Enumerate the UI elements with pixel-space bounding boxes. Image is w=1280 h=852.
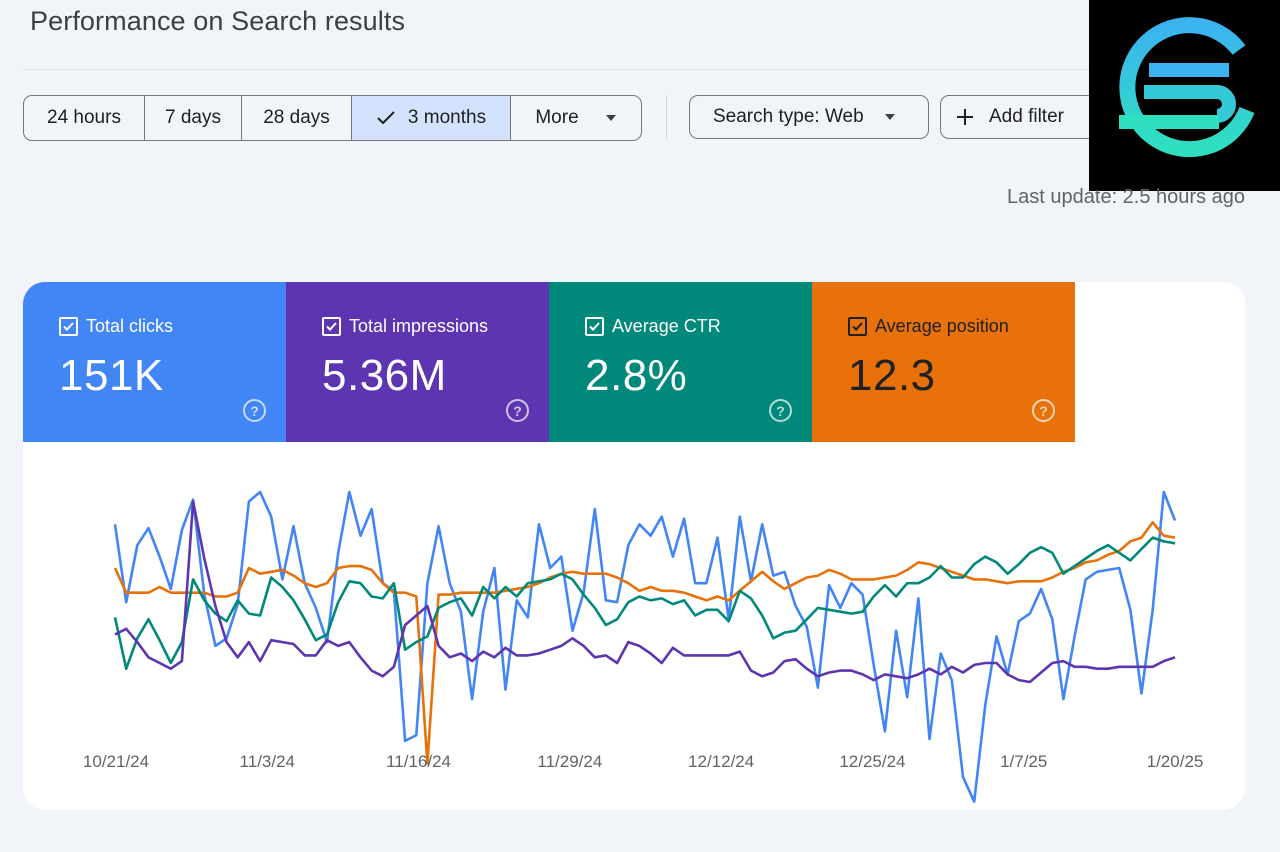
x-tick-label: 12/25/24 xyxy=(839,752,906,771)
search-type-label: Search type: Web xyxy=(713,106,864,127)
metric-tile-total-clicks[interactable]: Total clicks 151K ? xyxy=(23,282,286,442)
metric-label: Total clicks xyxy=(86,316,174,336)
page-title: Performance on Search results xyxy=(30,6,406,36)
metric-label-row: Total clicks xyxy=(59,316,286,337)
checkbox-icon[interactable] xyxy=(848,317,867,336)
caret-down-icon xyxy=(884,114,895,120)
metric-tile-average-ctr[interactable]: Average CTR 2.8% ? xyxy=(549,282,812,442)
x-tick-label: 12/12/24 xyxy=(688,752,755,771)
range-24-hours-button[interactable]: 24 hours xyxy=(24,96,145,140)
metric-value: 12.3 xyxy=(848,351,936,400)
metric-label-row: Total impressions xyxy=(322,316,549,337)
performance-card: Total clicks 151K ? Total impressions 5.… xyxy=(23,282,1245,810)
range-7-days-button[interactable]: 7 days xyxy=(145,96,242,140)
x-tick-label: 1/20/25 xyxy=(1146,752,1204,771)
metric-label-row: Average position xyxy=(848,316,1075,337)
x-tick-label: 10/21/24 xyxy=(82,752,150,771)
series-line-total-impressions xyxy=(114,500,1176,684)
brand-logo-icon xyxy=(1089,0,1280,191)
checkbox-icon[interactable] xyxy=(322,317,341,336)
metric-value: 151K xyxy=(59,351,164,400)
range-label: 24 hours xyxy=(47,107,121,128)
plus-icon xyxy=(957,109,973,125)
check-icon xyxy=(377,111,395,125)
help-circle-icon[interactable]: ? xyxy=(243,399,266,422)
help-circle-icon[interactable]: ? xyxy=(1032,399,1055,422)
x-tick-label: 11/3/24 xyxy=(239,752,296,771)
range-more-dropdown[interactable]: More xyxy=(511,96,641,140)
x-tick-label: 11/16/24 xyxy=(386,752,452,771)
checkbox-icon[interactable] xyxy=(585,317,604,336)
series-line-average-position xyxy=(113,521,1176,766)
series-line-average-ctr xyxy=(113,536,1176,671)
metric-label-row: Average CTR xyxy=(585,316,812,337)
metric-value: 5.36M xyxy=(322,351,447,400)
help-circle-icon[interactable]: ? xyxy=(769,399,792,422)
x-tick-label: 11/29/24 xyxy=(537,752,603,771)
range-label: 7 days xyxy=(165,107,221,128)
toolbar-separator xyxy=(666,95,667,139)
performance-line-chart xyxy=(113,490,1177,804)
metric-label: Average position xyxy=(875,316,1009,336)
metric-label: Total impressions xyxy=(349,316,489,336)
metric-label: Average CTR xyxy=(612,316,721,336)
header-divider xyxy=(22,69,1092,70)
metric-tile-total-impressions[interactable]: Total impressions 5.36M ? xyxy=(286,282,549,442)
caret-down-icon xyxy=(605,115,616,121)
help-circle-icon[interactable]: ? xyxy=(506,399,529,422)
date-range-selector: 24 hours 7 days 28 days 3 months More xyxy=(23,95,642,141)
metric-value: 2.8% xyxy=(585,351,688,400)
range-label: 28 days xyxy=(263,107,330,128)
range-3-months-button[interactable]: 3 months xyxy=(352,96,511,140)
x-tick-label: 1/7/25 xyxy=(1000,752,1048,771)
checkbox-icon[interactable] xyxy=(59,317,78,336)
search-type-dropdown[interactable]: Search type: Web xyxy=(689,95,929,139)
add-filter-button[interactable]: Add filter xyxy=(940,95,1110,139)
add-filter-label: Add filter xyxy=(989,106,1064,127)
series-line-total-clicks xyxy=(113,490,1177,804)
metric-tile-average-position[interactable]: Average position 12.3 ? xyxy=(812,282,1075,442)
range-label: 3 months xyxy=(407,107,487,128)
last-update-text: Last update: 2.5 hours ago xyxy=(1007,186,1245,208)
range-28-days-button[interactable]: 28 days xyxy=(242,96,352,140)
range-label: More xyxy=(535,107,579,128)
